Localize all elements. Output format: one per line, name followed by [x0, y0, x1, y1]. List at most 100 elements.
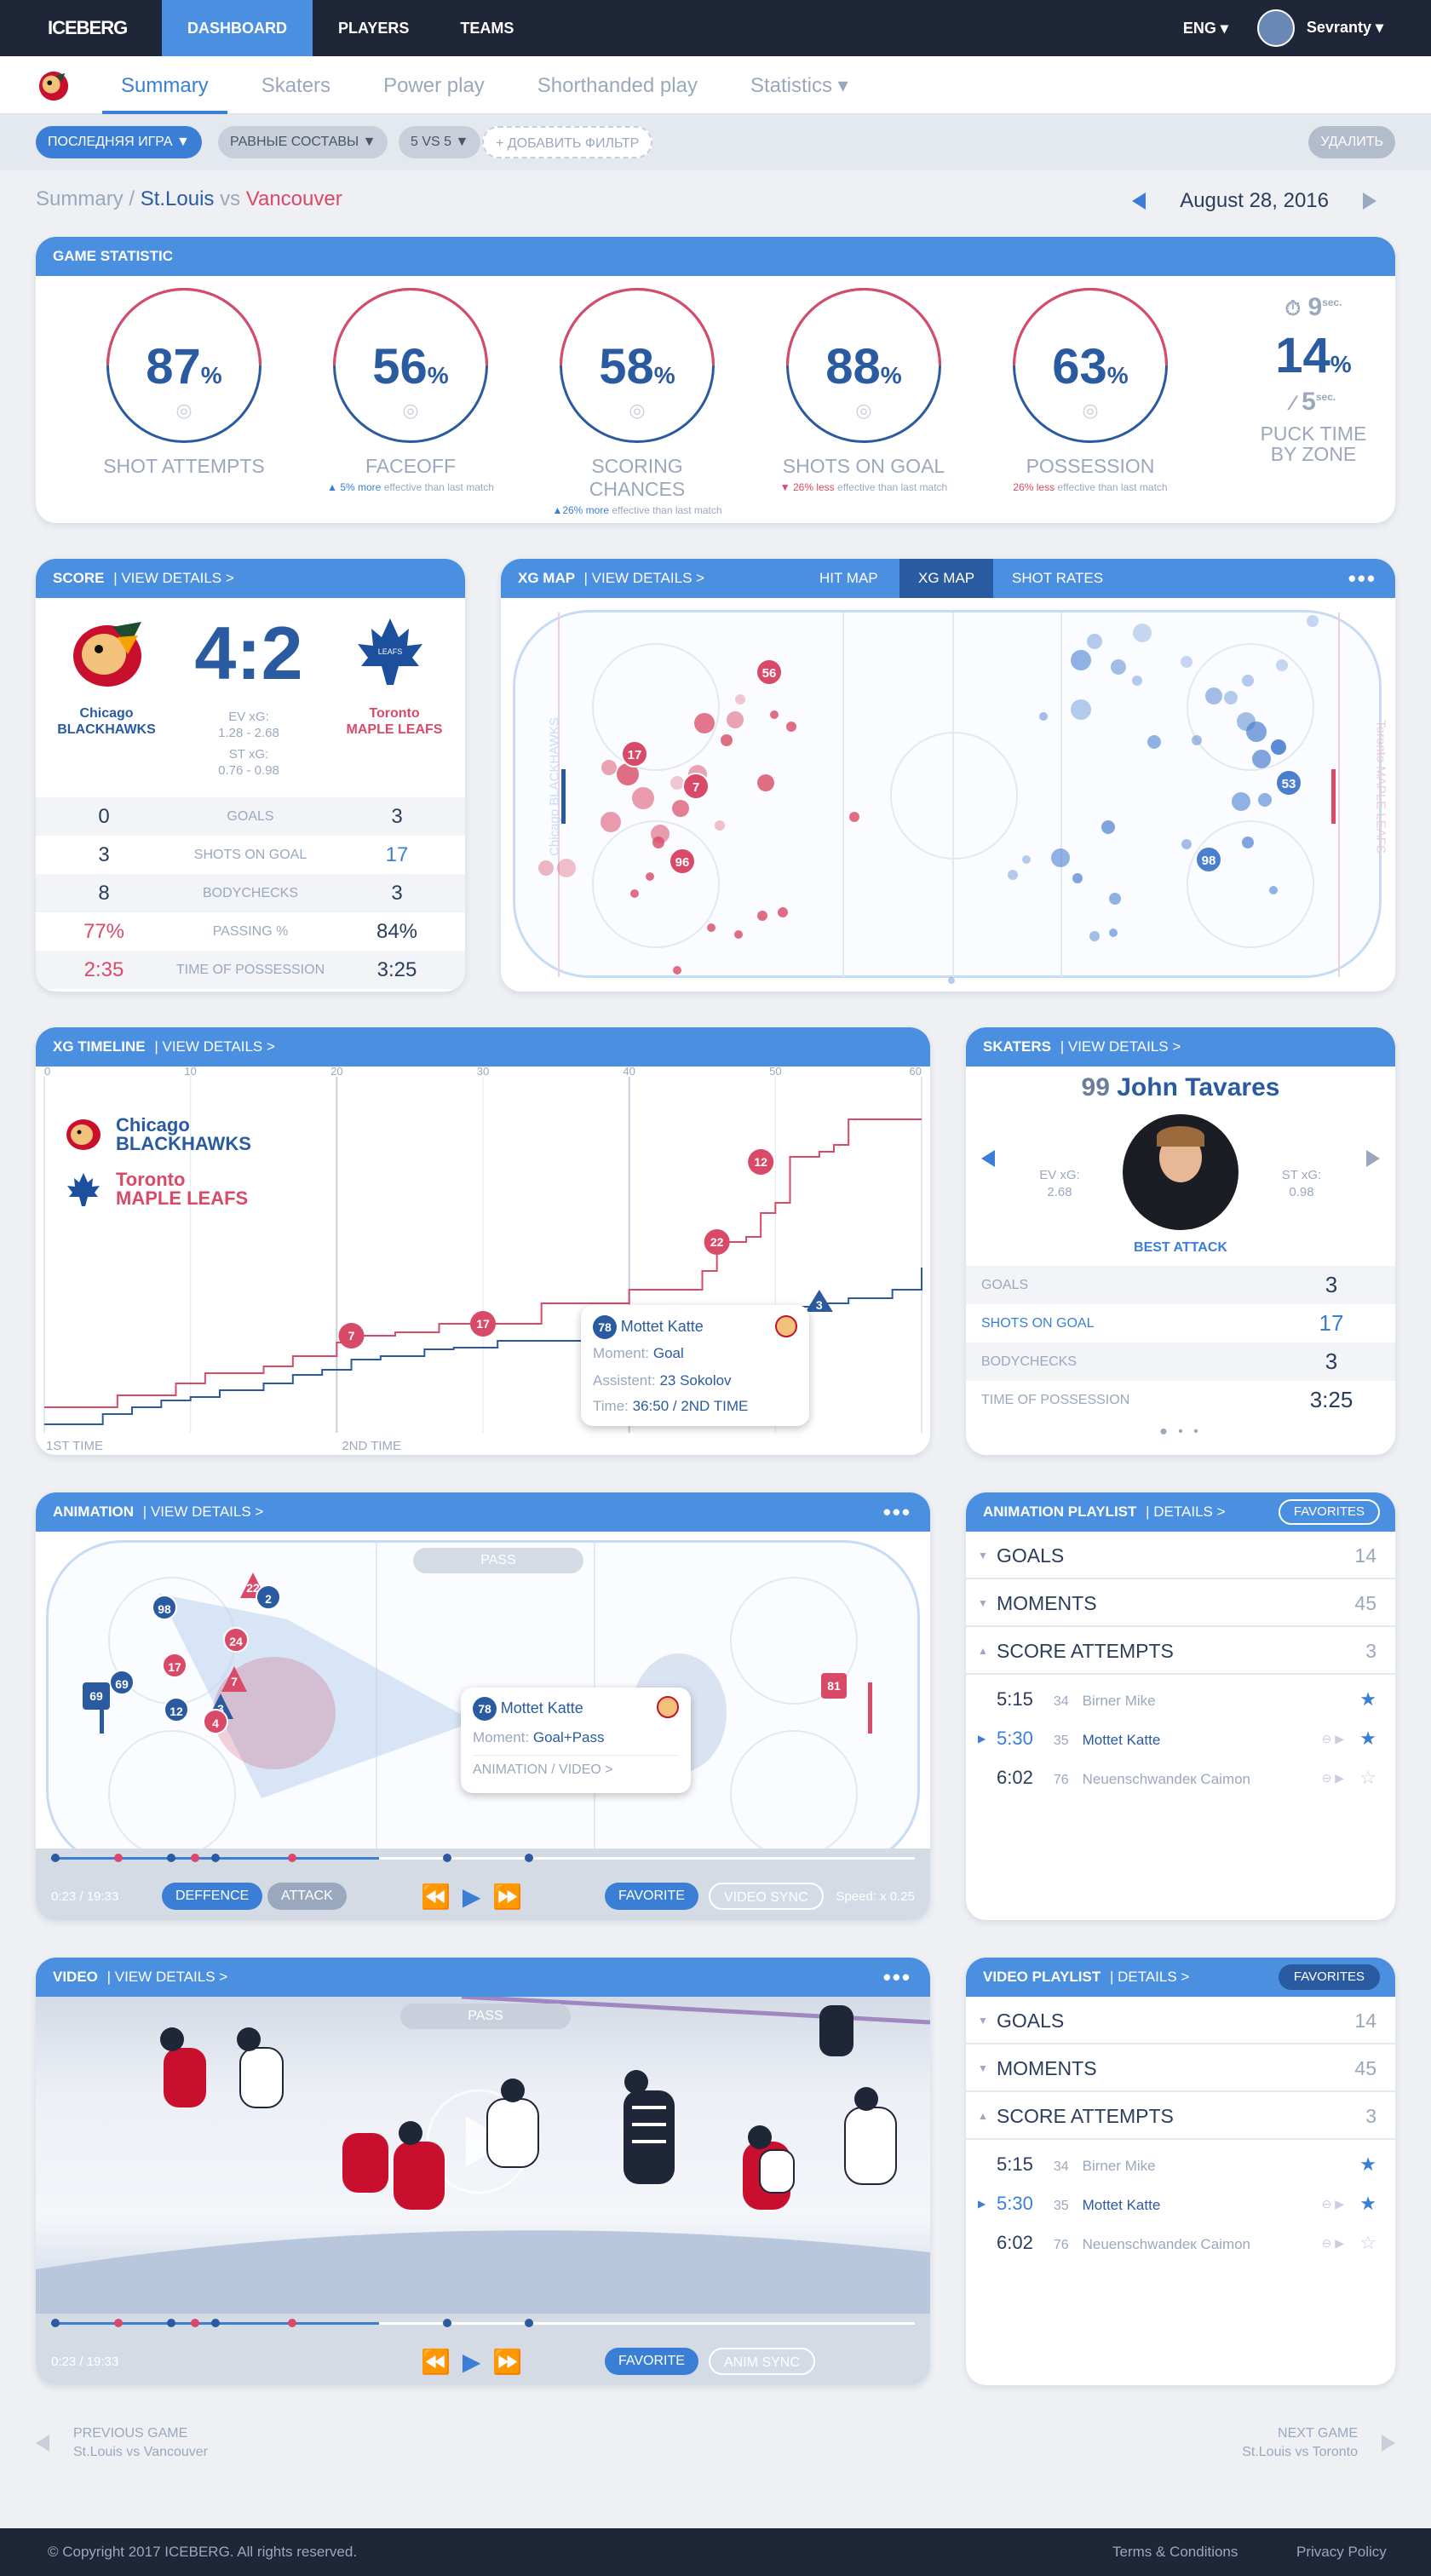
shot-dot[interactable]: [715, 820, 725, 831]
playlist-group[interactable]: ▼ GOALS 14: [966, 1997, 1395, 2044]
shot-dot[interactable]: [646, 872, 654, 881]
shot-dot[interactable]: [1133, 624, 1152, 642]
app-logo[interactable]: ICEBERG: [48, 17, 128, 38]
playlist-group[interactable]: ▼ MOMENTS 45: [966, 2044, 1395, 2092]
view-details-link[interactable]: | VIEW DETAILS >: [1060, 1038, 1181, 1055]
next-date-icon[interactable]: [1363, 193, 1376, 210]
shot-dot[interactable]: [1109, 929, 1118, 937]
shot-dot[interactable]: [601, 812, 621, 832]
privacy-link[interactable]: Privacy Policy: [1296, 2544, 1387, 2560]
goal-marker[interactable]: 96: [669, 848, 696, 875]
tab-summary[interactable]: Summary: [102, 56, 227, 114]
attack-button[interactable]: ATTACK: [267, 1883, 347, 1910]
shot-dot[interactable]: [770, 710, 779, 719]
playlist-item[interactable]: 5:15 34 Birner Mike ★: [966, 2145, 1395, 2184]
shot-dot[interactable]: [1181, 839, 1192, 849]
tab-xg-map[interactable]: xG MAP: [899, 559, 994, 598]
stat-shots-on-goal[interactable]: 88% ◎ SHOTS ON GOAL ▼ 26% less effective th…: [754, 256, 974, 493]
play-icon[interactable]: ▶: [462, 2349, 493, 2375]
shot-dot[interactable]: [1242, 675, 1254, 687]
playlist-group[interactable]: ▼ GOALS 14: [966, 1532, 1395, 1579]
shot-dot[interactable]: [1224, 691, 1238, 704]
event-marker[interactable]: [191, 1854, 199, 1862]
shot-dot[interactable]: [778, 907, 788, 917]
shot-dot[interactable]: [1109, 893, 1121, 905]
player-marker[interactable]: 81: [821, 1673, 847, 1699]
previous-game-link[interactable]: PREVIOUS GAME St.Louis vs Vancouver: [36, 2424, 208, 2462]
playlist-item[interactable]: ▶ 5:30 35 Mottet Katte ⊖ ▶ ★: [966, 2184, 1395, 2223]
shot-dot[interactable]: [786, 722, 796, 732]
stat-faceoff[interactable]: 56% ◎ FACEOFF ▲ 5% more effective than last…: [301, 256, 520, 493]
rewind-icon[interactable]: ⏪: [421, 1883, 463, 1910]
prev-date-icon[interactable]: [1132, 193, 1147, 210]
shot-dot[interactable]: [707, 923, 716, 932]
shot-dot[interactable]: [1205, 687, 1222, 704]
shot-dot[interactable]: [1087, 634, 1102, 649]
shot-dot[interactable]: [734, 930, 743, 939]
shot-dot[interactable]: [538, 860, 554, 876]
filter-even-strength[interactable]: РАВНЫЕ СОСТАВЫ ▼: [218, 126, 388, 158]
shot-dot[interactable]: [1192, 735, 1202, 745]
language-select[interactable]: ENG ▾: [1182, 19, 1228, 37]
shot-dot[interactable]: [652, 837, 664, 848]
event-marker[interactable]: [114, 2319, 123, 2327]
shot-dot[interactable]: [849, 812, 859, 822]
progress-track[interactable]: [51, 1857, 915, 1860]
event-marker[interactable]: [288, 1854, 296, 1862]
event-marker[interactable]: [167, 2319, 175, 2327]
more-icon[interactable]: •••: [882, 1499, 911, 1525]
shot-dot[interactable]: [1147, 735, 1161, 749]
shot-dot[interactable]: [1111, 659, 1126, 675]
player-marker[interactable]: 12: [164, 1697, 189, 1722]
event-marker[interactable]: [525, 2319, 533, 2327]
shot-dot[interactable]: [632, 787, 654, 809]
more-icon[interactable]: •••: [1348, 566, 1376, 591]
terms-link[interactable]: Terms & Conditions: [1112, 2544, 1238, 2560]
event-marker[interactable]: [288, 2319, 296, 2327]
tab-statistics[interactable]: Statistics ▾: [750, 74, 848, 97]
goal-marker[interactable]: [470, 1311, 496, 1337]
shot-dot[interactable]: [1181, 656, 1192, 668]
shot-dot[interactable]: [557, 859, 576, 877]
event-marker[interactable]: [191, 2319, 199, 2327]
favorite-star-icon[interactable]: ☆: [1359, 1767, 1376, 1788]
video-sync-button[interactable]: VIDEO SYNC: [709, 1883, 824, 1910]
view-details-link[interactable]: | VIEW DETAILS >: [113, 570, 234, 586]
shot-dot[interactable]: [948, 977, 955, 984]
playlist-item[interactable]: 6:02 76 Neuenschwandeк Caimon ⊖ ▶ ☆: [966, 1758, 1395, 1797]
shot-dot[interactable]: [601, 760, 617, 775]
shot-dot[interactable]: [1071, 650, 1091, 670]
event-marker[interactable]: [443, 2319, 451, 2327]
tab-shot-rates[interactable]: SHOT RATES: [1012, 570, 1104, 586]
view-details-link[interactable]: | VIEW DETAILS >: [142, 1504, 264, 1520]
favorite-button[interactable]: FAVORITE: [605, 1883, 698, 1910]
favorite-star-icon[interactable]: ★: [1359, 1728, 1376, 1749]
shot-dot[interactable]: [1271, 739, 1286, 755]
tab-shorthanded-play[interactable]: Shorthanded play: [537, 74, 698, 97]
tab-hit-map[interactable]: HIT MAP: [819, 570, 878, 586]
event-marker[interactable]: [51, 1854, 60, 1862]
stat-scoring-chances[interactable]: 58% ◎ SCORING CHANCES ▲26% more effective t…: [527, 256, 747, 516]
playlist-item[interactable]: ▶ 5:30 35 Mottet Katte ⊖ ▶ ★: [966, 1719, 1395, 1758]
event-marker[interactable]: [114, 1854, 123, 1862]
playlist-item[interactable]: 6:02 76 Neuenschwandeк Caimon ⊖ ▶ ☆: [966, 2223, 1395, 2263]
player-marker[interactable]: 24: [223, 1627, 249, 1653]
event-marker[interactable]: [443, 1854, 451, 1862]
tab-skaters[interactable]: Skaters: [261, 74, 331, 97]
event-marker[interactable]: [211, 2319, 220, 2327]
details-link[interactable]: | DETAILS >: [1146, 1504, 1226, 1520]
shot-dot[interactable]: [670, 776, 684, 790]
progress-track[interactable]: [51, 2322, 915, 2325]
next-skater-icon[interactable]: [1366, 1150, 1380, 1167]
shot-dot[interactable]: [727, 711, 744, 728]
tab-power-play[interactable]: Power play: [383, 74, 485, 97]
shot-dot[interactable]: [1258, 793, 1272, 807]
shot-dot[interactable]: [672, 800, 689, 817]
speed-control[interactable]: Speed: x 0.25: [836, 1889, 915, 1904]
shot-dot[interactable]: [757, 774, 774, 791]
favorites-button[interactable]: FAVORITES: [1278, 1964, 1380, 1990]
shot-dot[interactable]: [1071, 699, 1091, 720]
shot-dot[interactable]: [1072, 873, 1083, 883]
stat-shot-attempts[interactable]: 87% ◎ SHOT ATTEMPTS: [74, 256, 294, 481]
fast-forward-icon[interactable]: ⏩: [492, 2349, 535, 2375]
